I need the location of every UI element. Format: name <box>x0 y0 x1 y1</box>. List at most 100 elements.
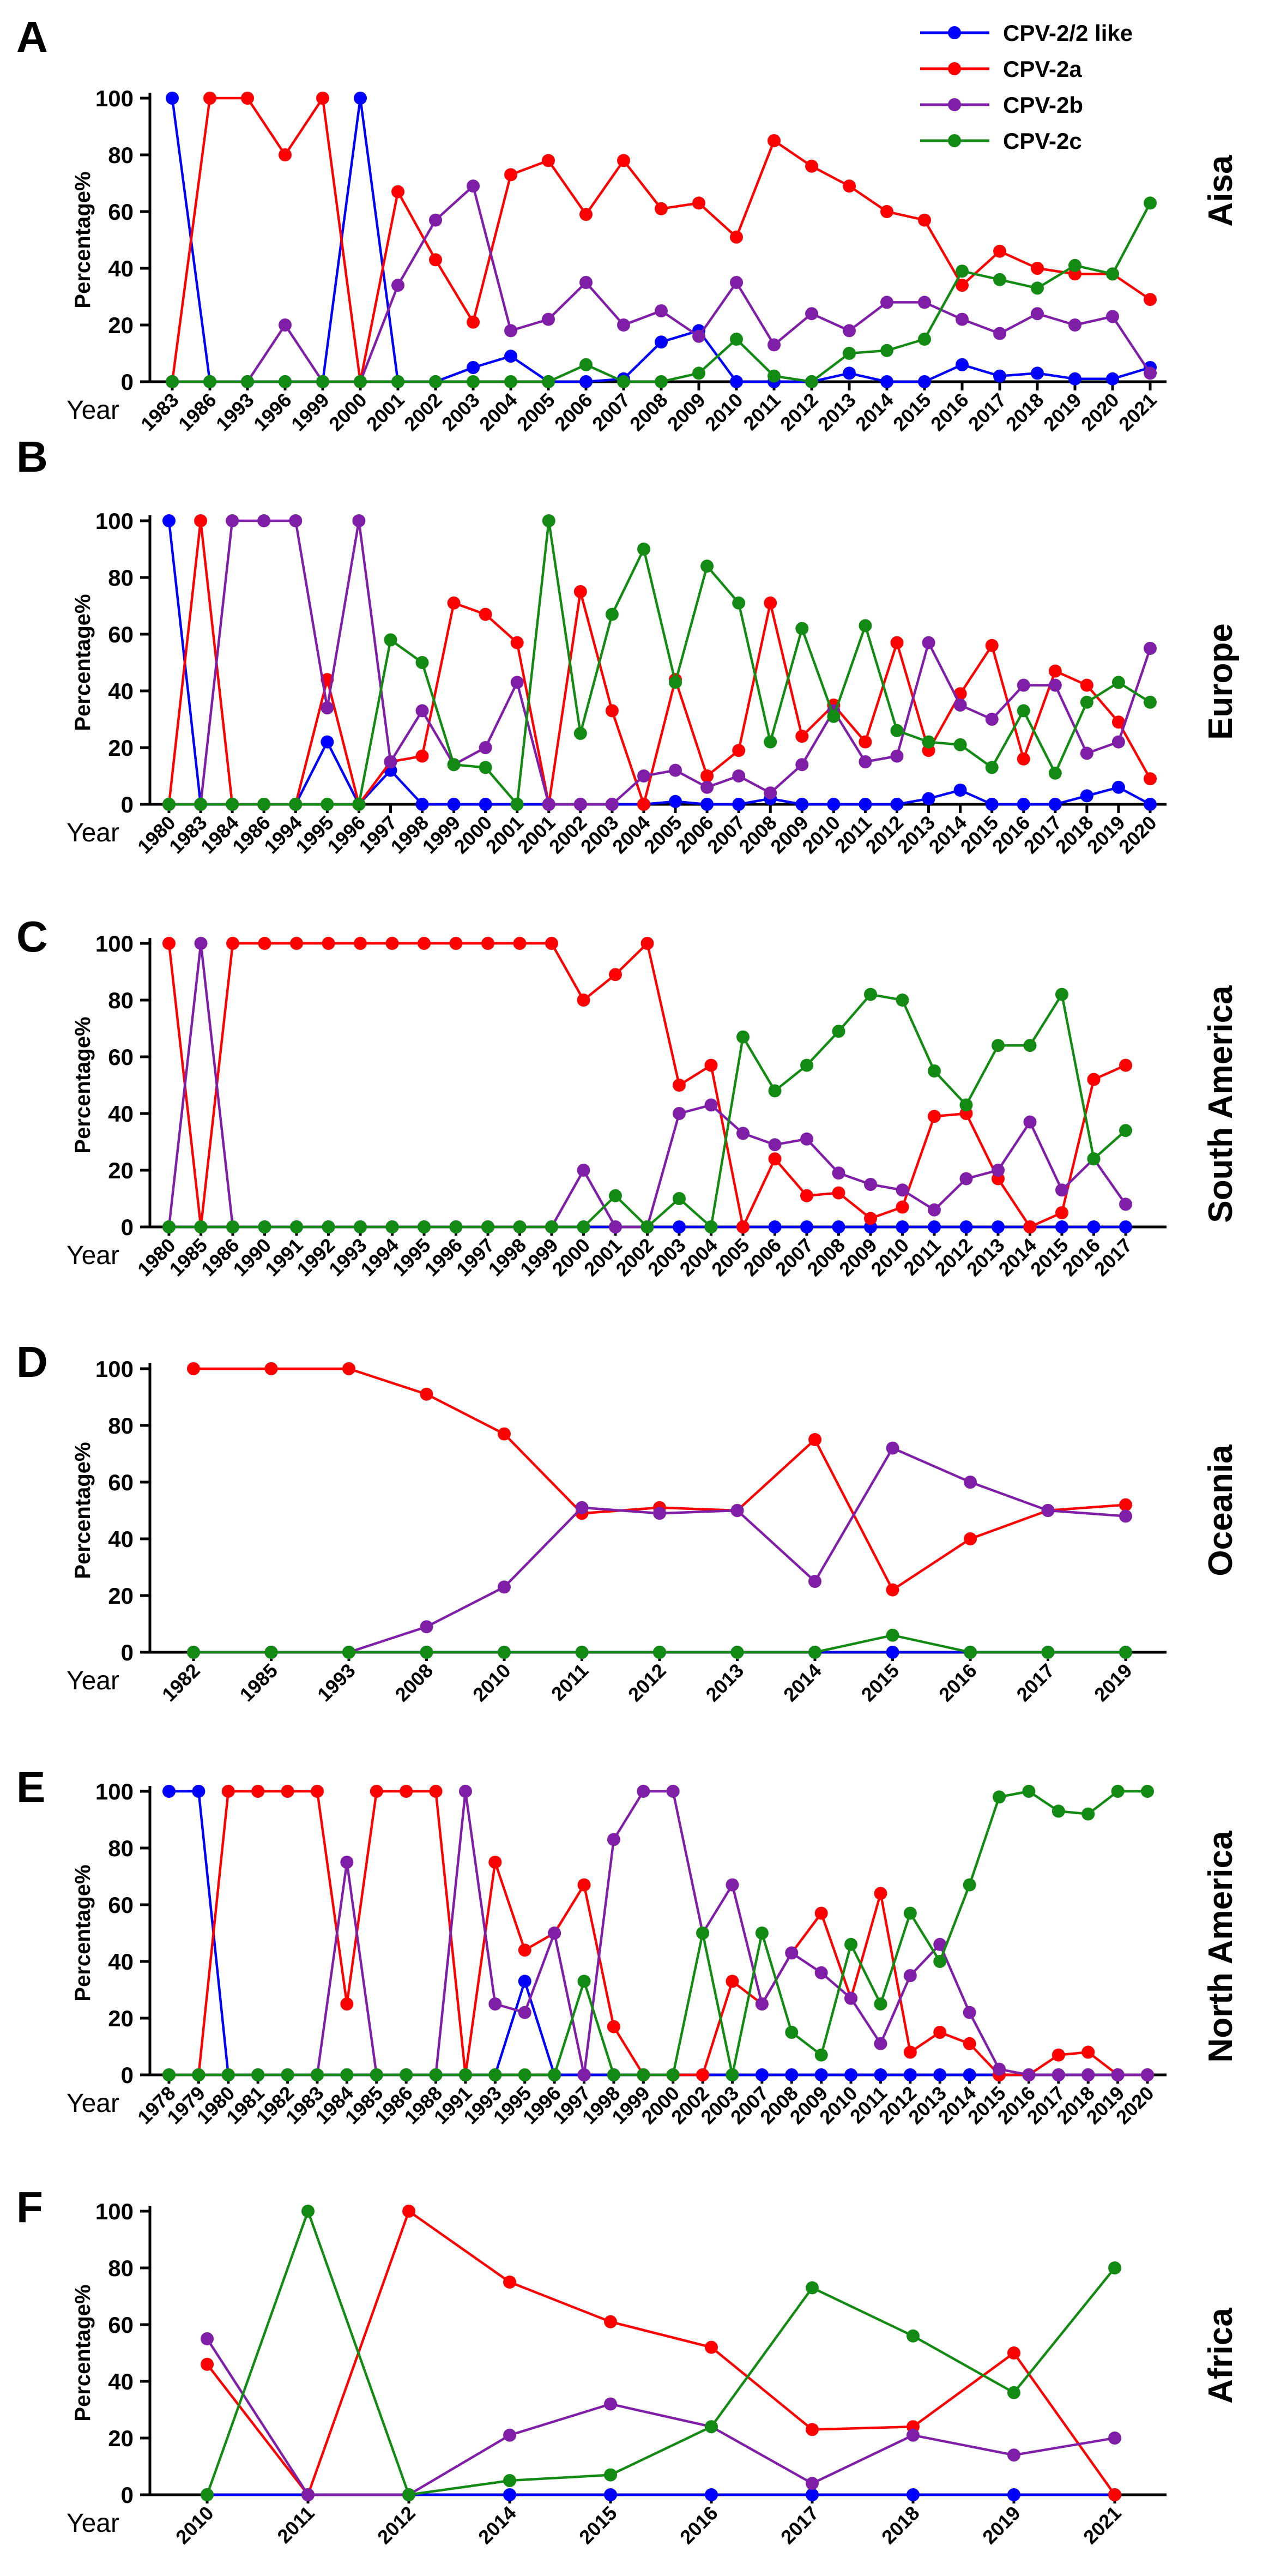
data-point <box>545 1220 558 1233</box>
data-point <box>768 1152 782 1166</box>
data-point <box>953 699 967 712</box>
data-point <box>1052 2068 1065 2081</box>
data-point <box>241 92 254 105</box>
data-point <box>963 2037 976 2050</box>
data-point <box>542 514 555 527</box>
data-point <box>370 2068 383 2081</box>
data-point <box>503 2488 516 2501</box>
data-point <box>504 375 517 388</box>
data-point <box>1055 1183 1068 1197</box>
data-point <box>890 798 904 811</box>
data-point <box>498 1427 511 1441</box>
data-point <box>289 514 303 527</box>
x-tick-label: 2012 <box>373 2502 420 2549</box>
y-tick-label: 80 <box>108 2255 134 2281</box>
data-point <box>918 375 931 388</box>
data-point <box>510 636 524 649</box>
data-point <box>510 798 524 811</box>
legend-item-cpv-2-2-like: CPV-2/2 like <box>920 20 1133 46</box>
data-point <box>1031 262 1044 275</box>
y-tick-label: 100 <box>95 1356 134 1382</box>
data-point <box>704 1098 718 1112</box>
data-point <box>504 168 517 182</box>
x-tick-label: 2019 <box>1090 1659 1137 1706</box>
data-point <box>301 2488 315 2501</box>
data-point <box>736 1030 750 1044</box>
series-cpv-2b <box>162 514 1157 811</box>
legend-marker <box>948 26 961 39</box>
data-point <box>479 761 492 774</box>
y-axis-label: Percentage% <box>71 171 95 308</box>
data-point <box>785 2068 799 2081</box>
data-point <box>666 2068 680 2081</box>
data-point <box>755 2068 769 2081</box>
legend-label: CPV-2b <box>1003 92 1083 118</box>
data-point <box>1119 1124 1132 1137</box>
x-axis-label: Year <box>67 396 119 425</box>
x-axis-label: Year <box>67 1241 119 1270</box>
x-tick-label: 2013 <box>813 389 860 436</box>
data-point <box>1119 1646 1132 1659</box>
y-axis-label: Percentage% <box>71 1016 95 1153</box>
data-point <box>498 1580 511 1594</box>
data-point <box>963 2006 976 2019</box>
data-point <box>808 1646 821 1659</box>
y-tick-label: 40 <box>108 1526 134 1552</box>
data-point <box>640 937 654 950</box>
data-point <box>488 1997 502 2011</box>
data-point <box>226 1220 239 1233</box>
series-cpv-2-2-like <box>162 514 1157 811</box>
panel-letter: A <box>16 13 48 61</box>
data-point <box>808 1433 821 1446</box>
data-point <box>736 1127 750 1140</box>
data-point <box>607 2068 620 2081</box>
data-point <box>886 1441 899 1455</box>
y-tick-label: 60 <box>108 199 134 225</box>
data-point <box>479 741 492 754</box>
data-point <box>928 1203 941 1217</box>
data-point <box>1144 798 1157 811</box>
x-tick-label: 2011 <box>547 1659 593 1705</box>
data-point <box>429 2068 443 2081</box>
data-point <box>194 937 208 950</box>
data-point <box>384 755 397 768</box>
data-point <box>607 1833 620 1846</box>
y-tick-label: 60 <box>108 2312 134 2338</box>
data-point <box>985 798 999 811</box>
y-tick-label: 80 <box>108 1413 134 1439</box>
series-cpv-2c <box>201 2205 1121 2501</box>
data-point <box>1041 1646 1055 1659</box>
panel-c: C South America Percentage% 0 20 40 60 80 100 Yea… <box>16 912 1240 1280</box>
data-point <box>226 514 239 527</box>
legend-marker <box>948 134 961 147</box>
x-tick-label: 1993 <box>212 389 258 436</box>
data-point <box>844 1937 858 1951</box>
data-point <box>420 1387 433 1401</box>
data-point <box>992 1220 1005 1233</box>
data-point <box>985 713 999 726</box>
data-point <box>964 1476 977 1489</box>
data-point <box>203 92 216 105</box>
data-point <box>447 758 461 772</box>
data-point <box>1055 1220 1068 1233</box>
data-point <box>467 315 480 329</box>
data-point <box>429 1785 443 1798</box>
x-tick-label: 2014 <box>474 2502 521 2549</box>
data-point <box>814 2048 828 2062</box>
data-point <box>844 1991 858 2005</box>
x-tick-label: 1999 <box>287 389 334 436</box>
data-point <box>607 2020 620 2033</box>
data-point <box>880 375 893 388</box>
data-point <box>903 2068 917 2081</box>
y-tick-label: 40 <box>108 256 134 281</box>
data-point <box>992 1164 1005 1177</box>
data-point <box>604 2468 617 2482</box>
data-point <box>669 795 682 808</box>
data-point <box>429 253 442 267</box>
x-tick-label: 2000 <box>324 389 371 436</box>
data-point <box>420 1646 433 1659</box>
y-axis-label: Percentage% <box>71 1442 95 1579</box>
y-tick-label: 100 <box>95 86 134 111</box>
data-point <box>730 230 743 244</box>
data-point <box>1048 766 1062 780</box>
